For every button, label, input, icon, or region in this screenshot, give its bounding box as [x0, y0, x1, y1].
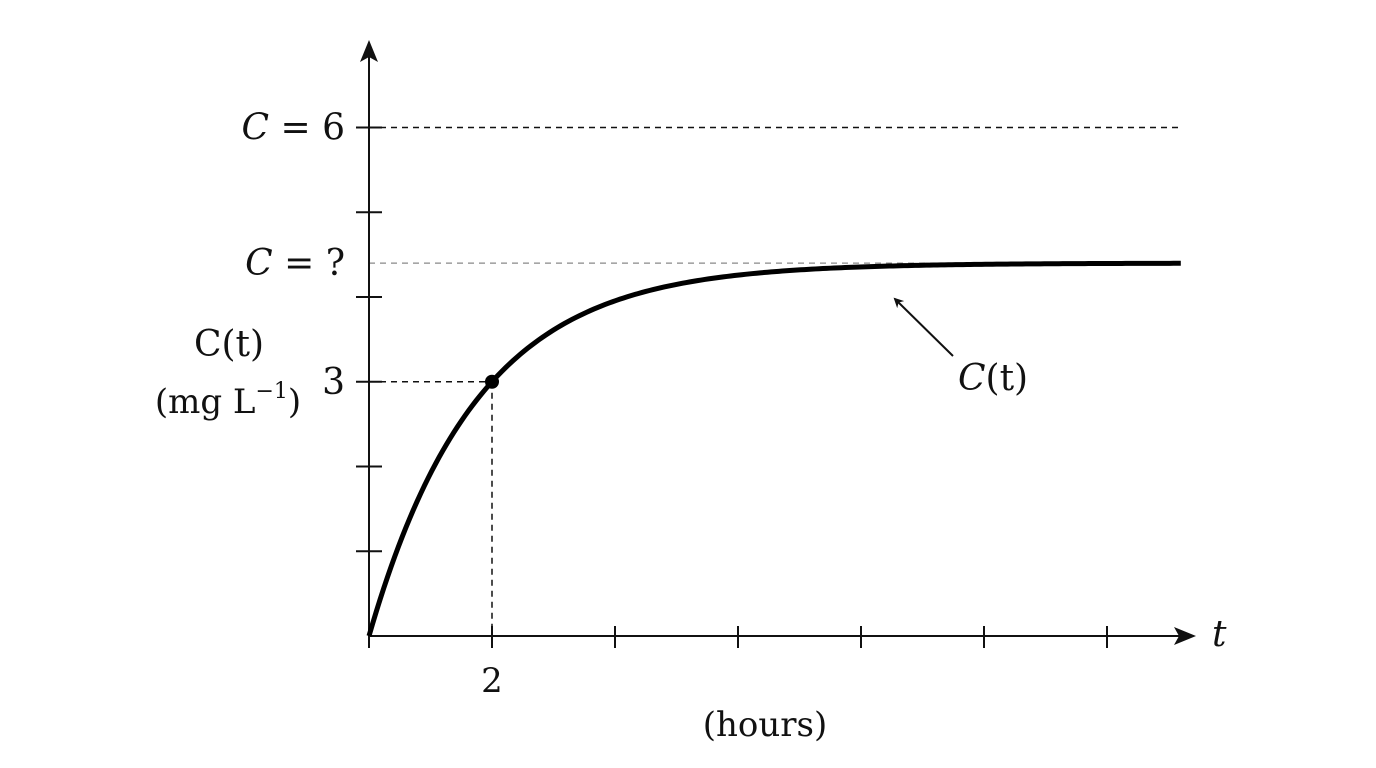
series-line-c-of-t — [366, 260, 1181, 637]
ref-line-label-2: C = ? — [245, 243, 345, 284]
highlight-point — [485, 374, 499, 389]
x-tick-label: 2 — [481, 661, 503, 701]
y-axis-unit: (mg L−1) — [155, 379, 301, 422]
ref-line-label-1: C = 6 — [241, 108, 345, 149]
y-axis-arrow — [360, 40, 378, 62]
y-tick-label: 3 — [322, 362, 345, 403]
x-axis-arrow — [1174, 627, 1196, 645]
x-axis-unit: (hours) — [703, 705, 828, 745]
curve-label-arrow — [893, 297, 954, 357]
y-axis-label: C(t) — [194, 324, 264, 365]
x-axis-variable: t — [1212, 614, 1227, 655]
curve-label: C(t) — [958, 358, 1028, 399]
